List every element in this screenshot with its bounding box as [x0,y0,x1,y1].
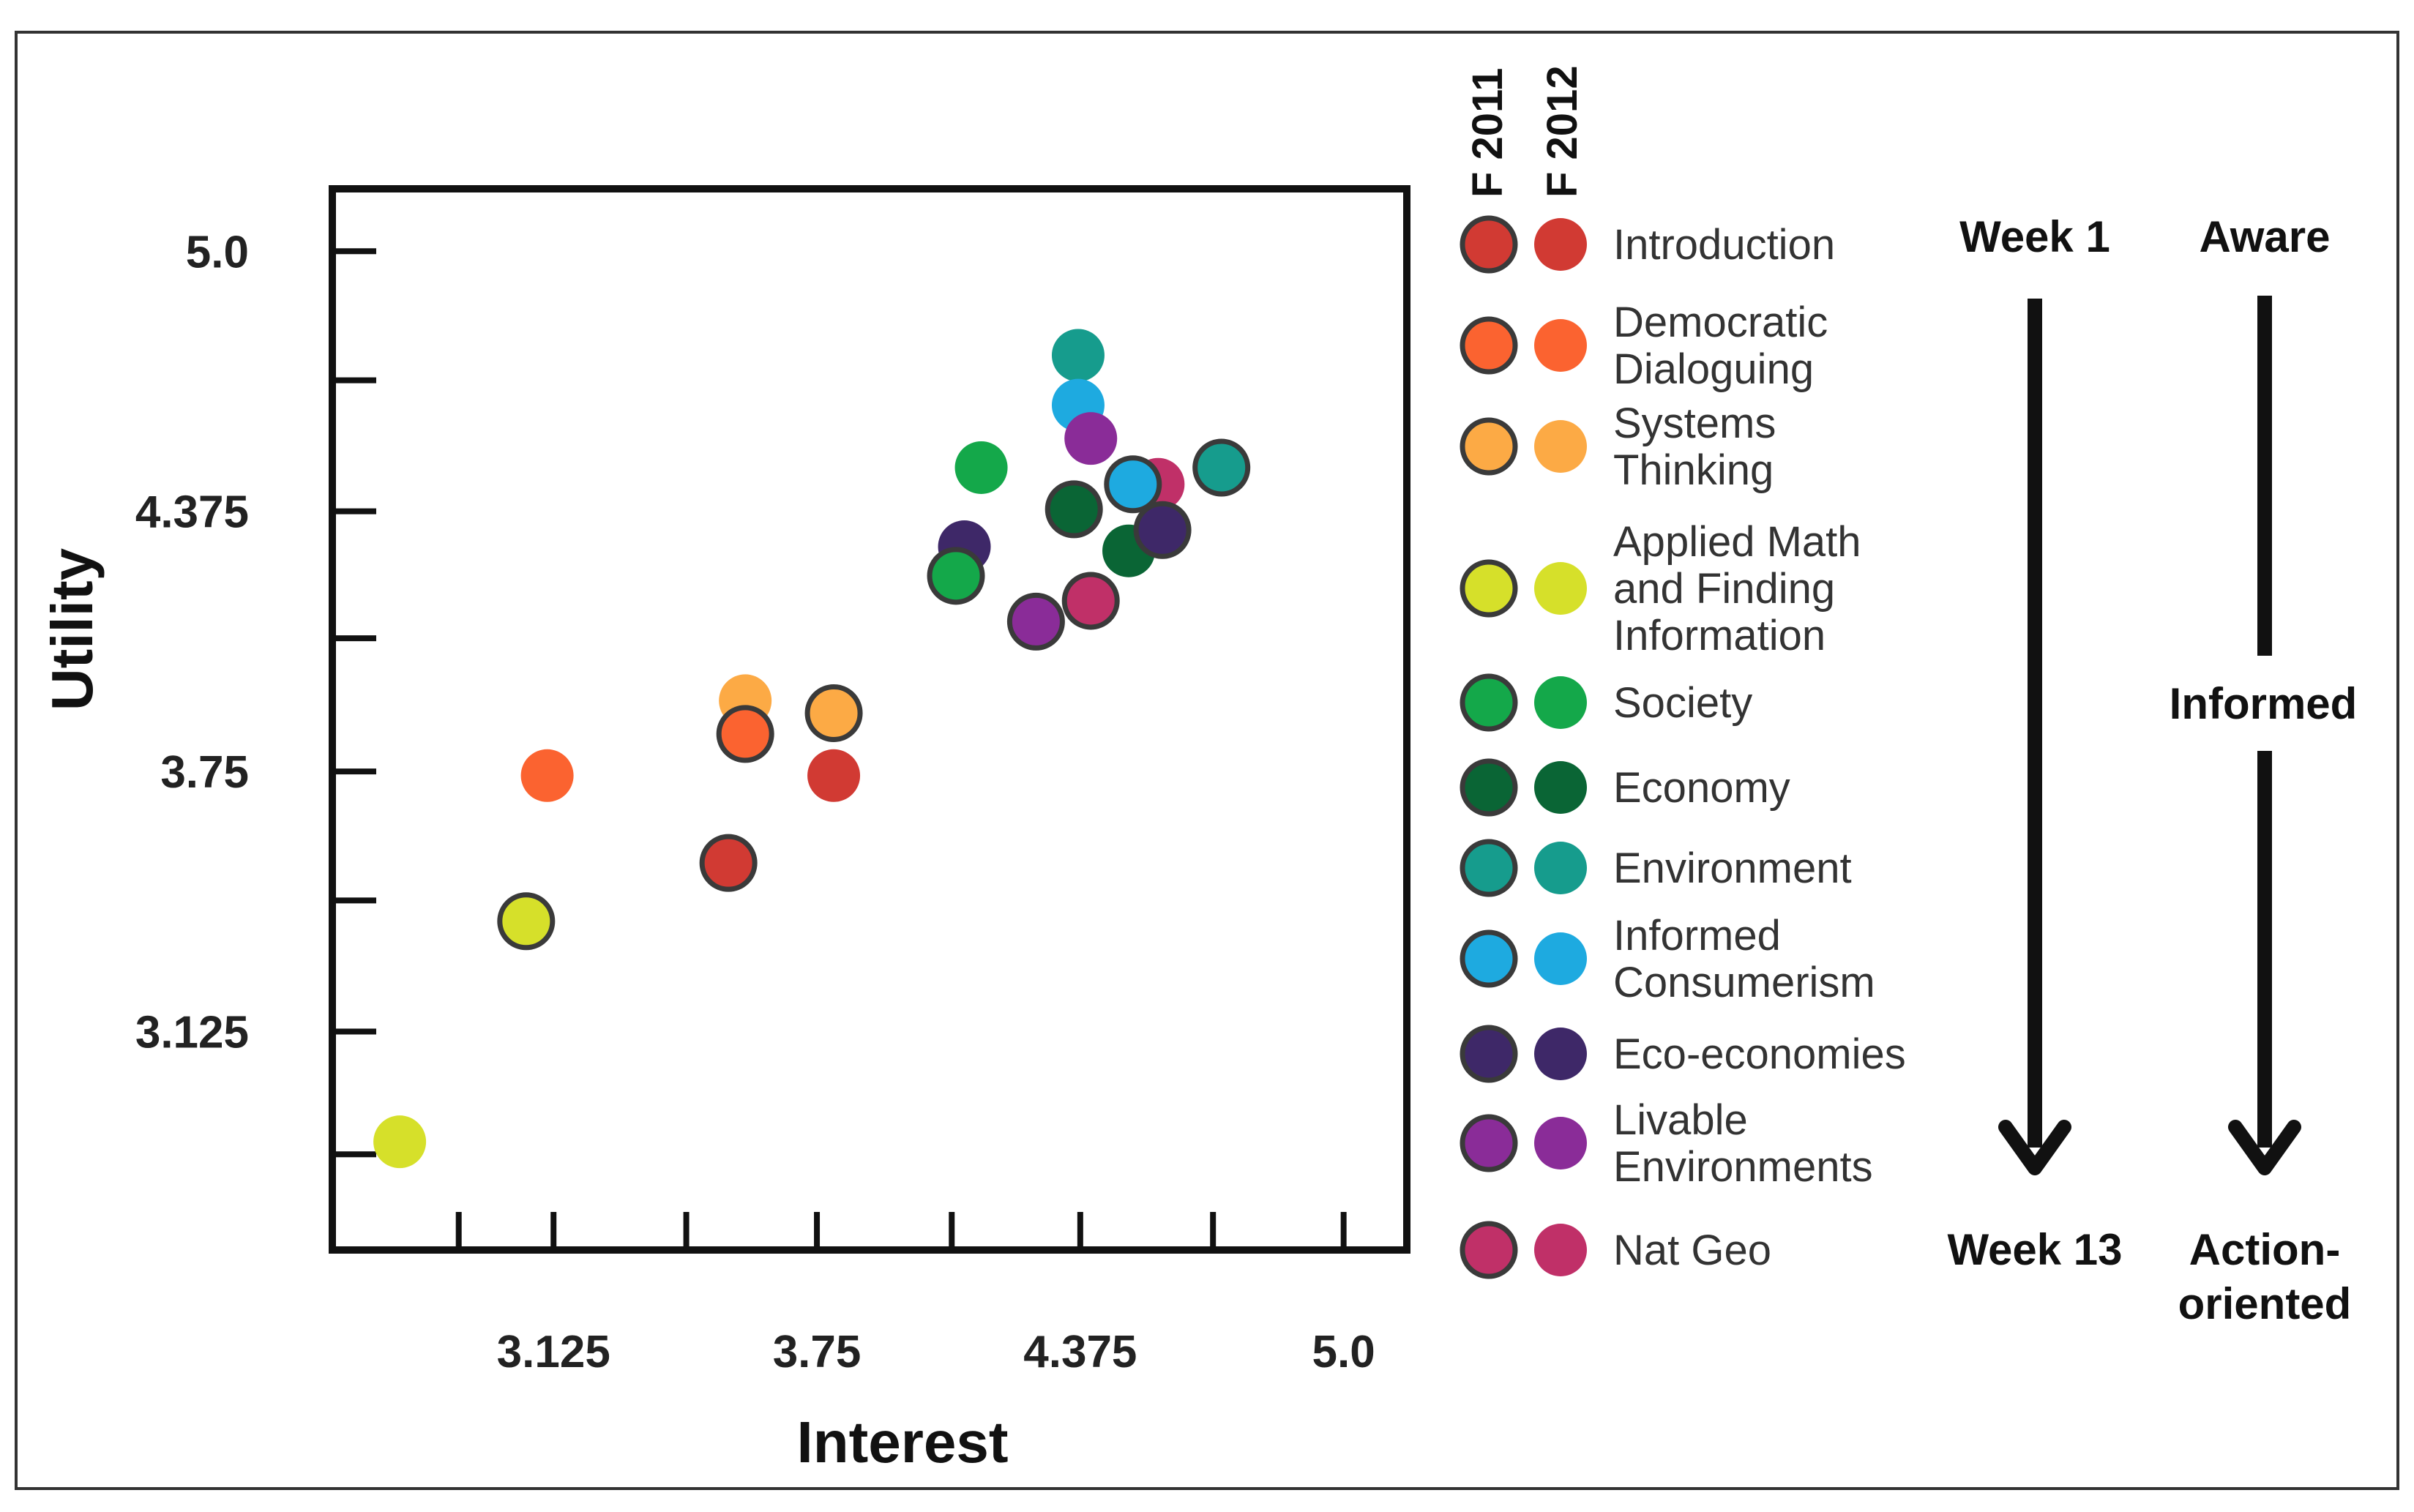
legend-item-eco-economies: Eco-economies [1460,1025,1906,1083]
awareness-scale: Aware Informed Action- oriented [2170,212,2358,1328]
data-points [373,329,1251,1169]
legend-rows: IntroductionDemocraticDialoguingSystemsT… [1460,215,1906,1279]
legend-label: Nat Geo [1613,1227,1771,1274]
x-axis: 3.125 3.75 4.375 5.0 [455,1212,1375,1377]
point-nat-geo-2011 [1061,572,1120,630]
legend-item-introduction: Introduction [1460,215,1835,274]
legend-label: Society [1613,679,1752,727]
awareness-end-label-line-2: oriented [2178,1279,2352,1328]
legend-swatch-2012 [1534,420,1587,473]
legend-label: Systems [1613,400,1776,447]
legend-label: Eco-economies [1613,1030,1906,1078]
legend-label: Information [1613,612,1826,659]
legend-label: Economy [1613,764,1790,812]
legend-item-economy: Economy [1460,758,1790,817]
point-systems-thinking-2011 [804,684,863,742]
legend-label: Introduction [1613,221,1835,269]
legend-label: Thinking [1613,446,1774,494]
scatter-plot: 3.125 3.75 4.375 5.0 3.125 3.75 4.375 5.0 Inte… [40,185,1410,1475]
y-tick-label: 5.0 [186,227,249,277]
point-applied-math-and-finding-information-2011 [497,892,556,951]
legend-swatch-2011 [1460,417,1518,476]
point-eco-economies-2011 [1133,501,1192,559]
point-livable-environments-2012 [1064,412,1118,465]
plot-frame [329,185,1410,1254]
legend: F 2011 F 2012 Introduction DemocraticDial… [1460,65,1906,1279]
point-environment-2011 [1192,438,1251,497]
legend-swatch-2011 [1460,839,1518,897]
legend-swatch-2012 [1534,1117,1587,1169]
legend-label: and Finding [1613,565,1835,613]
legend-swatch-2012 [1534,1028,1587,1080]
legend-label: Environments [1613,1143,1873,1191]
legend-swatch-2012 [1534,562,1587,615]
legend-item-society: Society [1460,673,1752,732]
y-axis: 3.125 3.75 4.375 5.0 [135,227,376,1158]
legend-swatch-2011 [1460,1221,1518,1279]
legend-year-header-2012: F 2012 [1539,65,1586,198]
legend-item-nat-geo: Nat Geo [1460,1221,1771,1279]
awareness-start-label: Aware [2199,212,2330,261]
legend-label: Consumerism [1613,959,1875,1006]
legend-item-environment: Environment [1460,839,1852,897]
timeline-start-label: Week 1 [1959,212,2110,261]
legend-label: Informed [1613,912,1781,959]
legend-swatch-2011 [1460,1025,1518,1083]
legend-swatch-2011 [1460,1114,1518,1172]
point-livable-environments-2011 [1006,592,1065,651]
legend-swatch-2012 [1534,1224,1587,1276]
legend-label: Applied Math [1613,518,1861,566]
legend-swatch-2012 [1534,842,1587,894]
week-timeline: Week 1 Week 13 [1947,212,2122,1274]
point-society-2011 [927,547,985,605]
legend-year-header-2011: F 2011 [1464,68,1511,198]
point-applied-math-and-finding-information-2012 [373,1115,427,1169]
timeline-end-label: Week 13 [1947,1225,2122,1274]
legend-swatch-2011 [1460,758,1518,817]
y-tick-label: 3.125 [135,1007,249,1058]
y-tick-label: 3.75 [160,747,249,798]
legend-swatch-2012 [1534,218,1587,271]
figure-border [15,31,2399,1490]
y-axis-title: Utility [40,547,105,711]
legend-swatch-2011 [1460,316,1518,375]
timeline-arrow-head [1998,1120,2071,1175]
legend-swatch-2012 [1534,319,1587,372]
legend-swatch-2011 [1460,215,1518,274]
legend-swatch-2012 [1534,761,1587,814]
point-democratic-dialoguing-2012 [520,749,574,802]
legend-swatch-2012 [1534,932,1587,985]
legend-swatch-2011 [1460,929,1518,988]
x-axis-title: Interest [797,1410,1009,1475]
point-democratic-dialoguing-2011 [716,705,774,763]
x-tick-label: 3.75 [773,1327,862,1377]
legend-swatch-2012 [1534,676,1587,729]
x-tick-label: 5.0 [1312,1327,1375,1377]
legend-swatch-2011 [1460,559,1518,618]
point-introduction-2011 [699,834,758,892]
awareness-end-label: Action- [2189,1225,2341,1274]
point-informed-consumerism-2011 [1104,455,1162,514]
x-tick-label: 3.125 [497,1327,610,1377]
point-society-2012 [954,441,1008,494]
legend-swatch-2011 [1460,673,1518,732]
legend-label: Dialoguing [1613,345,1814,393]
awareness-arrow-head [2228,1120,2301,1175]
legend-label: Livable [1613,1096,1748,1144]
legend-label: Environment [1613,845,1852,892]
point-environment-2012 [1051,329,1105,382]
legend-label: Democratic [1613,299,1828,346]
x-tick-label: 4.375 [1023,1327,1137,1377]
y-tick-label: 4.375 [135,487,249,538]
point-introduction-2012 [807,749,861,802]
point-economy-2011 [1045,480,1103,539]
awareness-middle-label: Informed [2170,679,2358,728]
